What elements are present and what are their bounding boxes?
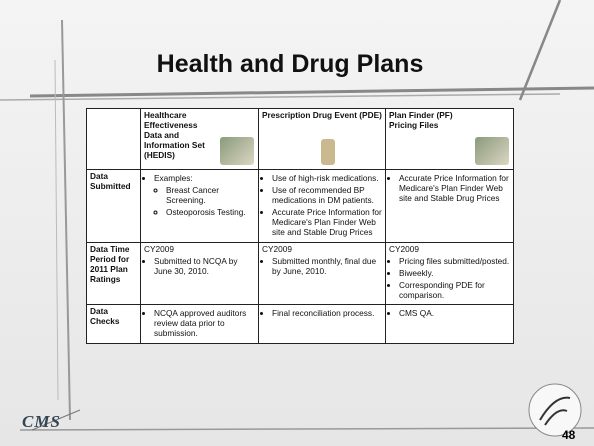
table-cell: CY2009 Submitted to NCQA by June 30, 2010… [140,241,259,306]
table-cell: Use of high-risk medications.Use of reco… [258,169,386,243]
header-text: Prescription Drug Event (PDE) [262,110,382,120]
header-text: Healthcare Effectiveness Data and Inform… [144,110,205,160]
header-image [475,137,509,165]
plans-table: Healthcare Effectiveness Data and Inform… [86,108,514,345]
row-label: Data Checks [86,304,141,345]
header-cell: Plan Finder (PF) Pricing Files [385,108,514,170]
bullet: CMS QA. [399,309,510,319]
cell-lead: CY2009 [389,243,419,254]
bullet-list: CMS QA. [389,309,510,319]
table-cell: Accurate Price Information for Medicare'… [385,169,514,243]
row-label: Data Submitted [86,169,141,243]
bullet-list: Use of high-risk medications.Use of reco… [262,173,382,238]
slide-title: Health and Drug Plans [156,50,424,78]
bullet: Accurate Price Information for Medicare'… [272,207,382,238]
table-cell: CY2009 Submitted monthly, final due by Ju… [258,241,386,306]
bullet: Examples:Breast Cancer Screening.Osteopo… [154,173,255,218]
bullet: Submitted to NCQA by June 30, 2010. [154,256,255,277]
row-label: Data Time Period for 2011 Plan Ratings [86,241,141,306]
bullet: Use of recommended BP medications in DM … [272,185,382,206]
header-row: Healthcare Effectiveness Data and Inform… [86,108,514,170]
bullet-list: Submitted monthly, final due by June, 20… [262,256,382,277]
bullet: Biweekly. [399,268,510,279]
bullet: Corresponding PDE for comparison. [399,280,510,301]
header-text: Plan Finder (PF) Pricing Files [389,110,453,130]
cell-lead: CY2009 [144,243,174,254]
header-image [321,139,335,165]
bullet: Use of high-risk medications. [272,173,382,184]
header-cell [86,108,141,170]
bullet: NCQA approved auditors review data prior… [154,309,255,339]
bullet: Submitted monthly, final due by June, 20… [272,256,382,277]
header-image [220,137,254,165]
table-row: Data Submitted Examples:Breast Cancer Scr… [86,169,514,243]
bullet-list: Accurate Price Information for Medicare'… [389,173,510,204]
bullet-list: Final reconciliation process. [262,309,382,319]
table-cell: Final reconciliation process. [258,304,386,345]
bullet-list: Examples:Breast Cancer Screening.Osteopo… [144,173,255,218]
bullet: Pricing files submitted/posted. [399,256,510,267]
bullet-list: Submitted to NCQA by June 30, 2010. [144,256,255,277]
header-cell: Prescription Drug Event (PDE) [258,108,386,170]
sub-bullet: Breast Cancer Screening. [166,185,255,206]
table-cell: CY2009 Pricing files submitted/posted.Biw… [385,241,514,306]
bullet: Final reconciliation process. [272,309,382,319]
sub-bullet-list: Breast Cancer Screening.Osteoporosis Tes… [154,185,255,218]
table-cell: Examples:Breast Cancer Screening.Osteopo… [140,169,259,243]
cell-lead: CY2009 [262,243,292,254]
table-row: Data Time Period for 2011 Plan Ratings CY… [86,241,514,306]
sub-bullet: Osteoporosis Testing. [166,207,255,218]
bullet-list: NCQA approved auditors review data prior… [144,309,255,339]
table-cell: CMS QA. [385,304,514,345]
table-row: Data Checks NCQA approved auditors review… [86,304,514,345]
bullet: Accurate Price Information for Medicare'… [399,173,510,204]
cms-logo: CMS [22,412,61,431]
page-number: 48 [562,428,576,442]
table-cell: NCQA approved auditors review data prior… [140,304,259,345]
header-cell: Healthcare Effectiveness Data and Inform… [140,108,259,170]
bullet-list: Pricing files submitted/posted.Biweekly.… [389,256,510,301]
